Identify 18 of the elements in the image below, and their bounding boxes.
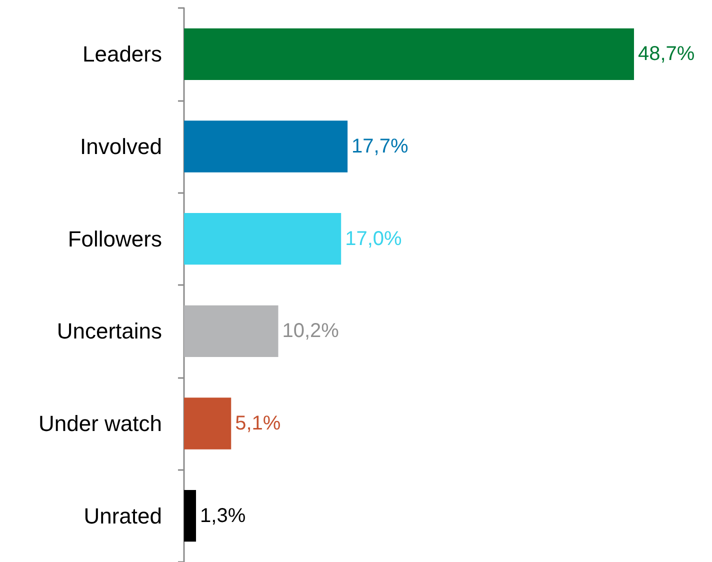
bar xyxy=(184,305,278,358)
data-label: 1,3% xyxy=(200,504,246,527)
bar xyxy=(184,490,196,542)
y-tick-label: Uncertains xyxy=(56,318,162,344)
data-label: 17,7% xyxy=(352,136,408,158)
data-label: 5,1% xyxy=(235,412,281,434)
bar xyxy=(184,212,342,265)
y-tick-label: Leaders xyxy=(82,42,162,67)
y-tick-label: Involved xyxy=(80,134,162,159)
bar xyxy=(184,398,232,450)
bar xyxy=(184,120,348,172)
y-tick-label: Followers xyxy=(68,226,162,252)
y-tick-label: Unrated xyxy=(84,503,162,528)
y-tick-label: Under watch xyxy=(38,411,162,436)
data-label: 10,2% xyxy=(282,320,340,342)
data-label: 48,7% xyxy=(638,43,695,66)
bar xyxy=(184,28,634,80)
data-label: 17,0% xyxy=(345,228,402,250)
